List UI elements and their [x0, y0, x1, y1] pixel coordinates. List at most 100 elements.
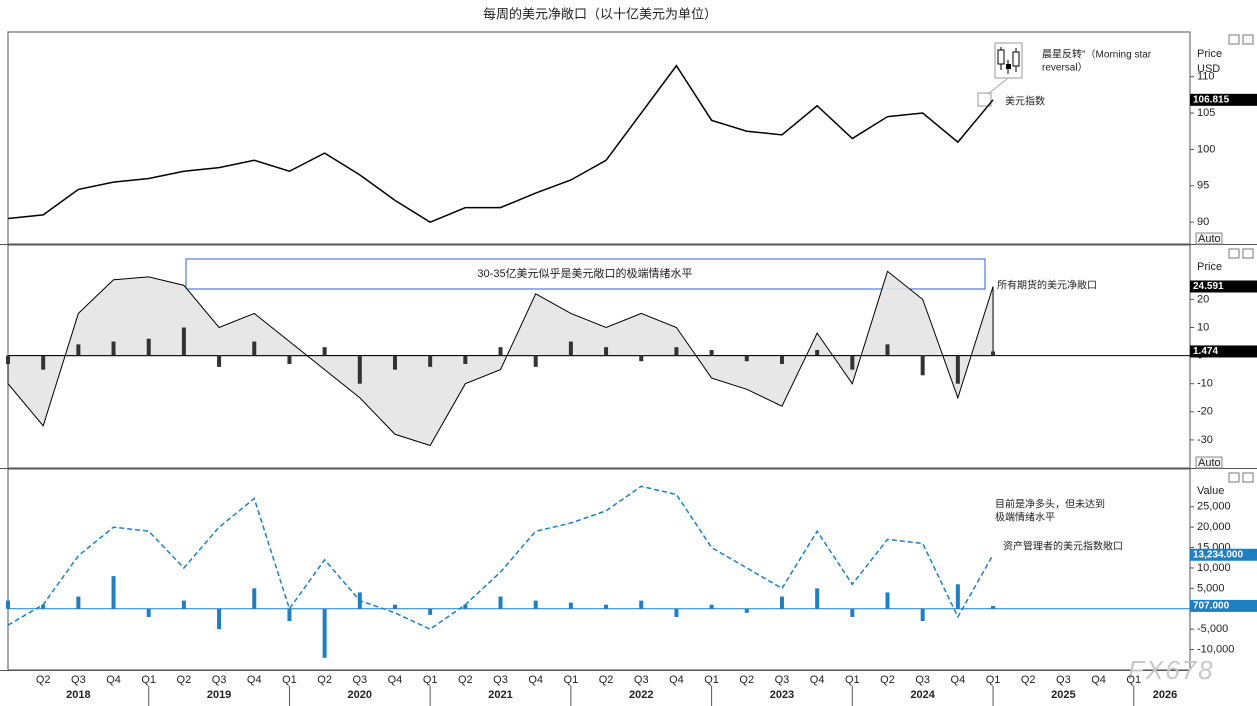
- bar: [955, 584, 960, 609]
- x-tick-label: Q3: [1056, 674, 1071, 686]
- legend-label: 美元指数: [1005, 95, 1045, 108]
- bar: [568, 341, 573, 356]
- x-tick-label: Q3: [352, 674, 367, 686]
- year-label: 2021: [488, 689, 512, 701]
- x-tick-label: Q1: [282, 674, 297, 686]
- bar: [392, 604, 397, 609]
- x-tick-label: Q1: [845, 674, 860, 686]
- year-label: 2026: [1153, 689, 1177, 701]
- x-tick-label: Q1: [704, 674, 719, 686]
- bar: [217, 355, 222, 367]
- bar: [639, 355, 644, 362]
- last-value-label: 106.815: [1193, 94, 1230, 105]
- bar: [568, 602, 573, 609]
- bar: [815, 349, 820, 356]
- annotation: 晨星反转"（Morning star: [1042, 48, 1152, 61]
- bar: [744, 355, 749, 362]
- bar: [463, 604, 468, 609]
- y-tick-label: 10: [1197, 321, 1209, 333]
- bar: [428, 355, 433, 367]
- y-tick-label: 110: [1197, 71, 1215, 83]
- legend-label: 所有期货的美元净敞口: [997, 279, 1097, 292]
- year-label: 2020: [348, 689, 372, 701]
- bar: [920, 608, 925, 622]
- x-tick-label: Q2: [317, 674, 332, 686]
- y-tick-label: -20: [1197, 406, 1213, 418]
- x-tick-label: Q3: [915, 674, 930, 686]
- minimize-button[interactable]: [1228, 34, 1240, 45]
- y-tick-label: 25,000: [1197, 501, 1231, 513]
- bar: [428, 608, 433, 615]
- bar: [709, 349, 714, 356]
- area: [7, 270, 994, 447]
- chart-title: 每周的美元净敞口（以十亿美元为单位）: [483, 6, 717, 21]
- bar: [6, 600, 10, 609]
- bar: [991, 351, 996, 356]
- x-tick-label: Q2: [1021, 674, 1036, 686]
- y-axis-title: USD: [1197, 63, 1220, 75]
- bar: [674, 608, 679, 617]
- minimize-button[interactable]: [1228, 472, 1240, 483]
- year-label: 2024: [910, 689, 935, 701]
- bar: [744, 608, 749, 613]
- bar: [815, 588, 820, 609]
- morning-star-icon: [977, 42, 1023, 107]
- year-label: 2018: [66, 689, 90, 701]
- bar: [252, 341, 257, 356]
- bar: [217, 608, 222, 630]
- last-value-box: [1190, 548, 1257, 561]
- x-tick-label: Q4: [106, 674, 121, 686]
- bar: [991, 605, 996, 609]
- x-tick-label: Q2: [458, 674, 473, 686]
- x-tick-label: Q1: [564, 674, 579, 686]
- plot: [6, 485, 996, 658]
- last-value-box: [1190, 599, 1257, 612]
- bar: [498, 347, 503, 356]
- bar: [76, 596, 81, 609]
- bar: [287, 608, 292, 622]
- y-tick-label: 105: [1197, 107, 1215, 119]
- last-value-label: 1.474: [1193, 346, 1218, 357]
- scale-button[interactable]: Auto: [1198, 457, 1221, 469]
- year-label: 2025: [1051, 689, 1075, 701]
- maximize-button[interactable]: [1242, 248, 1254, 259]
- minimize-button[interactable]: [1228, 248, 1240, 259]
- x-tick-label: Q2: [880, 674, 895, 686]
- maximize-button[interactable]: [1242, 34, 1254, 45]
- bar: [41, 604, 46, 609]
- bar: [885, 592, 890, 609]
- last-value-box: [1190, 280, 1257, 293]
- y-tick-label: 90: [1197, 216, 1209, 228]
- bar: [146, 608, 151, 617]
- x-tick-label: Q2: [36, 674, 51, 686]
- bar: [181, 600, 186, 609]
- y-tick-label: -10,000: [1197, 643, 1234, 655]
- bar: [604, 347, 609, 356]
- maximize-button[interactable]: [1242, 472, 1254, 483]
- bar: [357, 355, 362, 384]
- x-tick-label: Q1: [141, 674, 156, 686]
- bar: [604, 604, 609, 609]
- bar: [111, 576, 116, 609]
- scale-button-bg: [1195, 232, 1223, 245]
- y-tick-label: 100: [1197, 143, 1215, 155]
- line: [7, 64, 994, 224]
- y-tick-label: 20,000: [1197, 521, 1231, 533]
- x-tick-label: Q4: [528, 674, 543, 686]
- bar: [111, 341, 116, 356]
- bar: [779, 355, 784, 365]
- x-tick-label: Q2: [599, 674, 614, 686]
- last-value-box: [1190, 345, 1257, 358]
- bar: [6, 355, 10, 365]
- window-buttons: [1228, 34, 1254, 483]
- x-tick-label: Q4: [669, 674, 684, 686]
- y-tick-label: -10: [1197, 378, 1213, 390]
- x-tick-label: Q2: [739, 674, 754, 686]
- annotation: 极端情绪水平: [995, 511, 1055, 524]
- y-tick-label: -30: [1197, 434, 1213, 446]
- bar: [41, 355, 46, 370]
- scale-button[interactable]: Auto: [1198, 233, 1221, 245]
- bar: [885, 344, 890, 356]
- bar: [955, 355, 960, 384]
